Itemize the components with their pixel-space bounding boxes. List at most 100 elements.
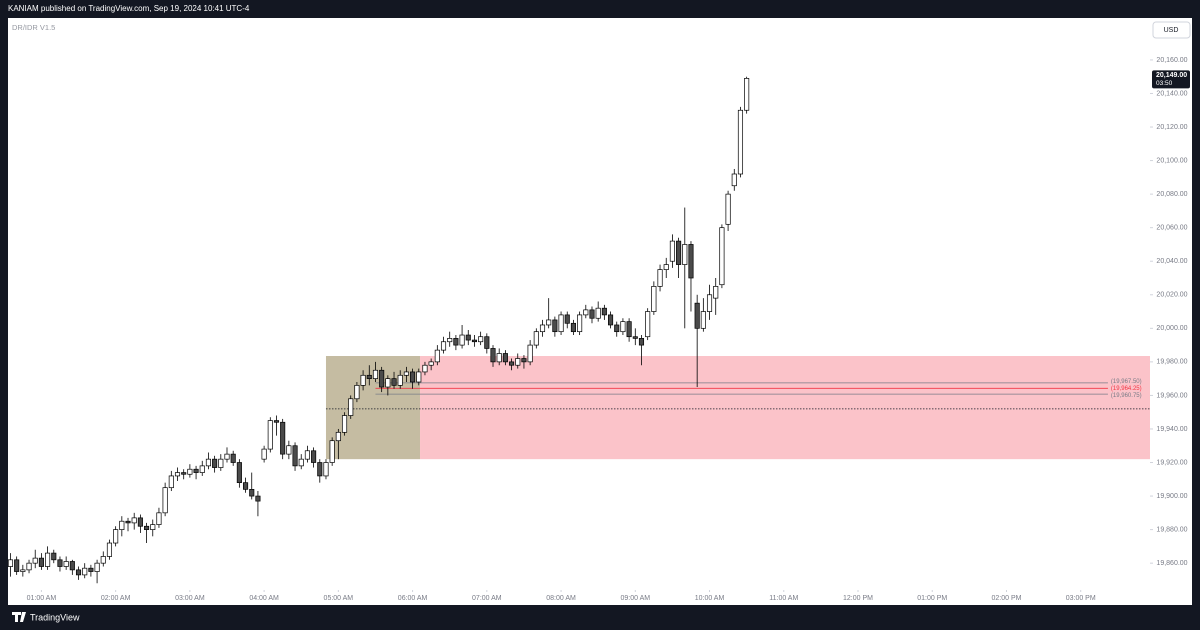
- y-tick-label: 20,120.00: [1156, 124, 1187, 131]
- candle-body: [317, 462, 323, 477]
- candle-body: [589, 309, 595, 319]
- candle-body: [156, 512, 162, 525]
- candle-body: [292, 445, 298, 467]
- x-tick-label: 02:00 PM: [991, 595, 1021, 602]
- candle-body: [82, 567, 88, 576]
- y-tick-label: 19,880.00: [1156, 526, 1187, 533]
- candle-body: [230, 453, 236, 463]
- candle-body: [181, 472, 187, 475]
- candle-body: [428, 361, 434, 366]
- candle-body: [113, 529, 119, 544]
- candle-body: [131, 517, 137, 524]
- x-tick-label: 08:00 AM: [546, 595, 576, 602]
- candle-body: [484, 336, 490, 349]
- candle-body: [465, 334, 471, 341]
- candle-body: [267, 420, 273, 450]
- y-tick-label: 19,940.00: [1156, 426, 1187, 433]
- candle-body: [478, 336, 484, 343]
- x-tick-label: 12:00 PM: [843, 595, 873, 602]
- candle-body: [88, 567, 94, 572]
- candle-body: [731, 173, 737, 187]
- x-tick-label: 01:00 PM: [917, 595, 947, 602]
- candle-body: [199, 465, 205, 473]
- candle-body: [521, 358, 527, 363]
- candle-body: [144, 525, 150, 530]
- candle-body: [379, 369, 385, 388]
- candle-body: [218, 458, 224, 468]
- candle-body: [57, 559, 63, 567]
- candle-body: [595, 307, 601, 319]
- zone: [420, 356, 1150, 460]
- candle-body: [205, 458, 211, 467]
- y-tick-label: 20,160.00: [1156, 57, 1187, 64]
- candle-body: [51, 552, 57, 561]
- candle-body: [651, 286, 657, 312]
- candle-body: [38, 557, 44, 567]
- candle-body: [496, 353, 502, 363]
- x-tick-label: 01:00 AM: [27, 595, 57, 602]
- y-tick-label: 20,060.00: [1156, 225, 1187, 232]
- candle-body: [273, 420, 280, 423]
- candle-body: [533, 331, 539, 346]
- candle-body: [447, 338, 453, 343]
- candle-body: [391, 378, 397, 386]
- y-tick-label: 19,960.00: [1156, 392, 1187, 399]
- candle-body: [20, 569, 26, 572]
- candle-body: [669, 240, 675, 262]
- candle-body: [26, 562, 32, 571]
- candle-body: [341, 415, 348, 433]
- candle-body: [372, 369, 379, 379]
- candle-body: [601, 307, 607, 316]
- candle-body: [440, 341, 447, 351]
- currency-label[interactable]: USD: [1164, 27, 1179, 34]
- candle-body: [676, 240, 682, 265]
- y-tick-label: 19,900.00: [1156, 493, 1187, 500]
- candle-body: [397, 374, 403, 386]
- candle-body: [323, 462, 329, 477]
- candle-body: [255, 495, 261, 502]
- candle-body: [7, 559, 14, 567]
- candle-body: [552, 319, 558, 333]
- header: KANIAM published on TradingView.com, Sep…: [8, 4, 250, 13]
- candle-body: [119, 520, 125, 530]
- y-tick-label: 20,000.00: [1156, 325, 1187, 332]
- candle-body: [608, 314, 614, 326]
- candle-body: [490, 348, 496, 363]
- candle-body: [632, 336, 638, 339]
- candle-body: [69, 561, 75, 571]
- candle-body: [688, 244, 694, 279]
- candle-body: [106, 542, 113, 557]
- candle-body: [354, 385, 360, 400]
- candle-body: [706, 294, 713, 312]
- candle-body: [725, 193, 731, 225]
- candle-body: [638, 338, 645, 346]
- y-tick-label: 20,080.00: [1156, 191, 1187, 198]
- candle-body: [719, 227, 725, 286]
- candle-body: [162, 487, 168, 514]
- candle-body: [577, 314, 583, 333]
- candle-body: [570, 322, 576, 333]
- candle-body: [564, 314, 570, 324]
- candle-body: [416, 371, 422, 383]
- y-tick-label: 20,040.00: [1156, 258, 1187, 265]
- y-tick-label: 19,860.00: [1156, 560, 1187, 567]
- candle-body: [502, 353, 508, 363]
- candle-body: [626, 321, 632, 338]
- candle-body: [360, 374, 366, 386]
- candle-body: [453, 338, 459, 346]
- candle-body: [75, 569, 82, 576]
- candle-body: [471, 339, 478, 343]
- candle-body: [700, 311, 706, 329]
- candle-body: [546, 319, 552, 326]
- candle-body: [311, 450, 317, 463]
- level-label: (19,964.25): [1111, 386, 1142, 392]
- candle-body: [94, 562, 100, 572]
- candle-body: [236, 462, 242, 483]
- candle-body: [32, 557, 38, 564]
- candle-body: [422, 364, 428, 373]
- currency-button[interactable]: [1152, 21, 1191, 39]
- candle-body: [137, 517, 143, 527]
- x-tick-label: 11:00 AM: [769, 595, 798, 602]
- candle-body: [737, 109, 744, 175]
